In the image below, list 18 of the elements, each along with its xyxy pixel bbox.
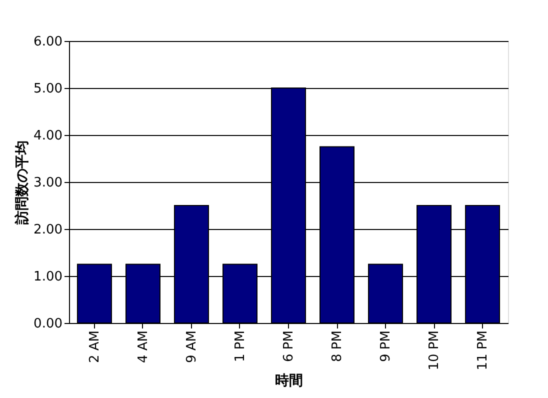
x-tick-label: 9 AM: [184, 330, 200, 364]
x-tick-label: 9 PM: [378, 330, 394, 362]
y-tick-label: 3.00: [34, 176, 62, 190]
x-tick-label: 6 PM: [282, 330, 296, 362]
y-tick-label: 4.00: [34, 128, 62, 144]
x-tick-label: 11 PM: [476, 330, 491, 370]
y-tick-label: 2.00: [34, 222, 62, 238]
y-tick-label: 6.00: [34, 34, 62, 50]
y-tick-label: 1.00: [34, 270, 62, 284]
x-tick-label: 2 AM: [87, 330, 102, 364]
x-axis-title: 時間: [275, 373, 303, 390]
y-tick-label: 5.00: [34, 82, 62, 96]
y-tick-label: 0.00: [34, 316, 62, 332]
x-tick-label: 8 PM: [330, 330, 346, 362]
x-tick-label: 4 AM: [136, 330, 151, 364]
y-axis-title: 訪問数の平均: [14, 140, 31, 226]
x-tick-label: 10 PM: [427, 330, 442, 370]
x-tick-label: 1 PM: [232, 330, 248, 362]
